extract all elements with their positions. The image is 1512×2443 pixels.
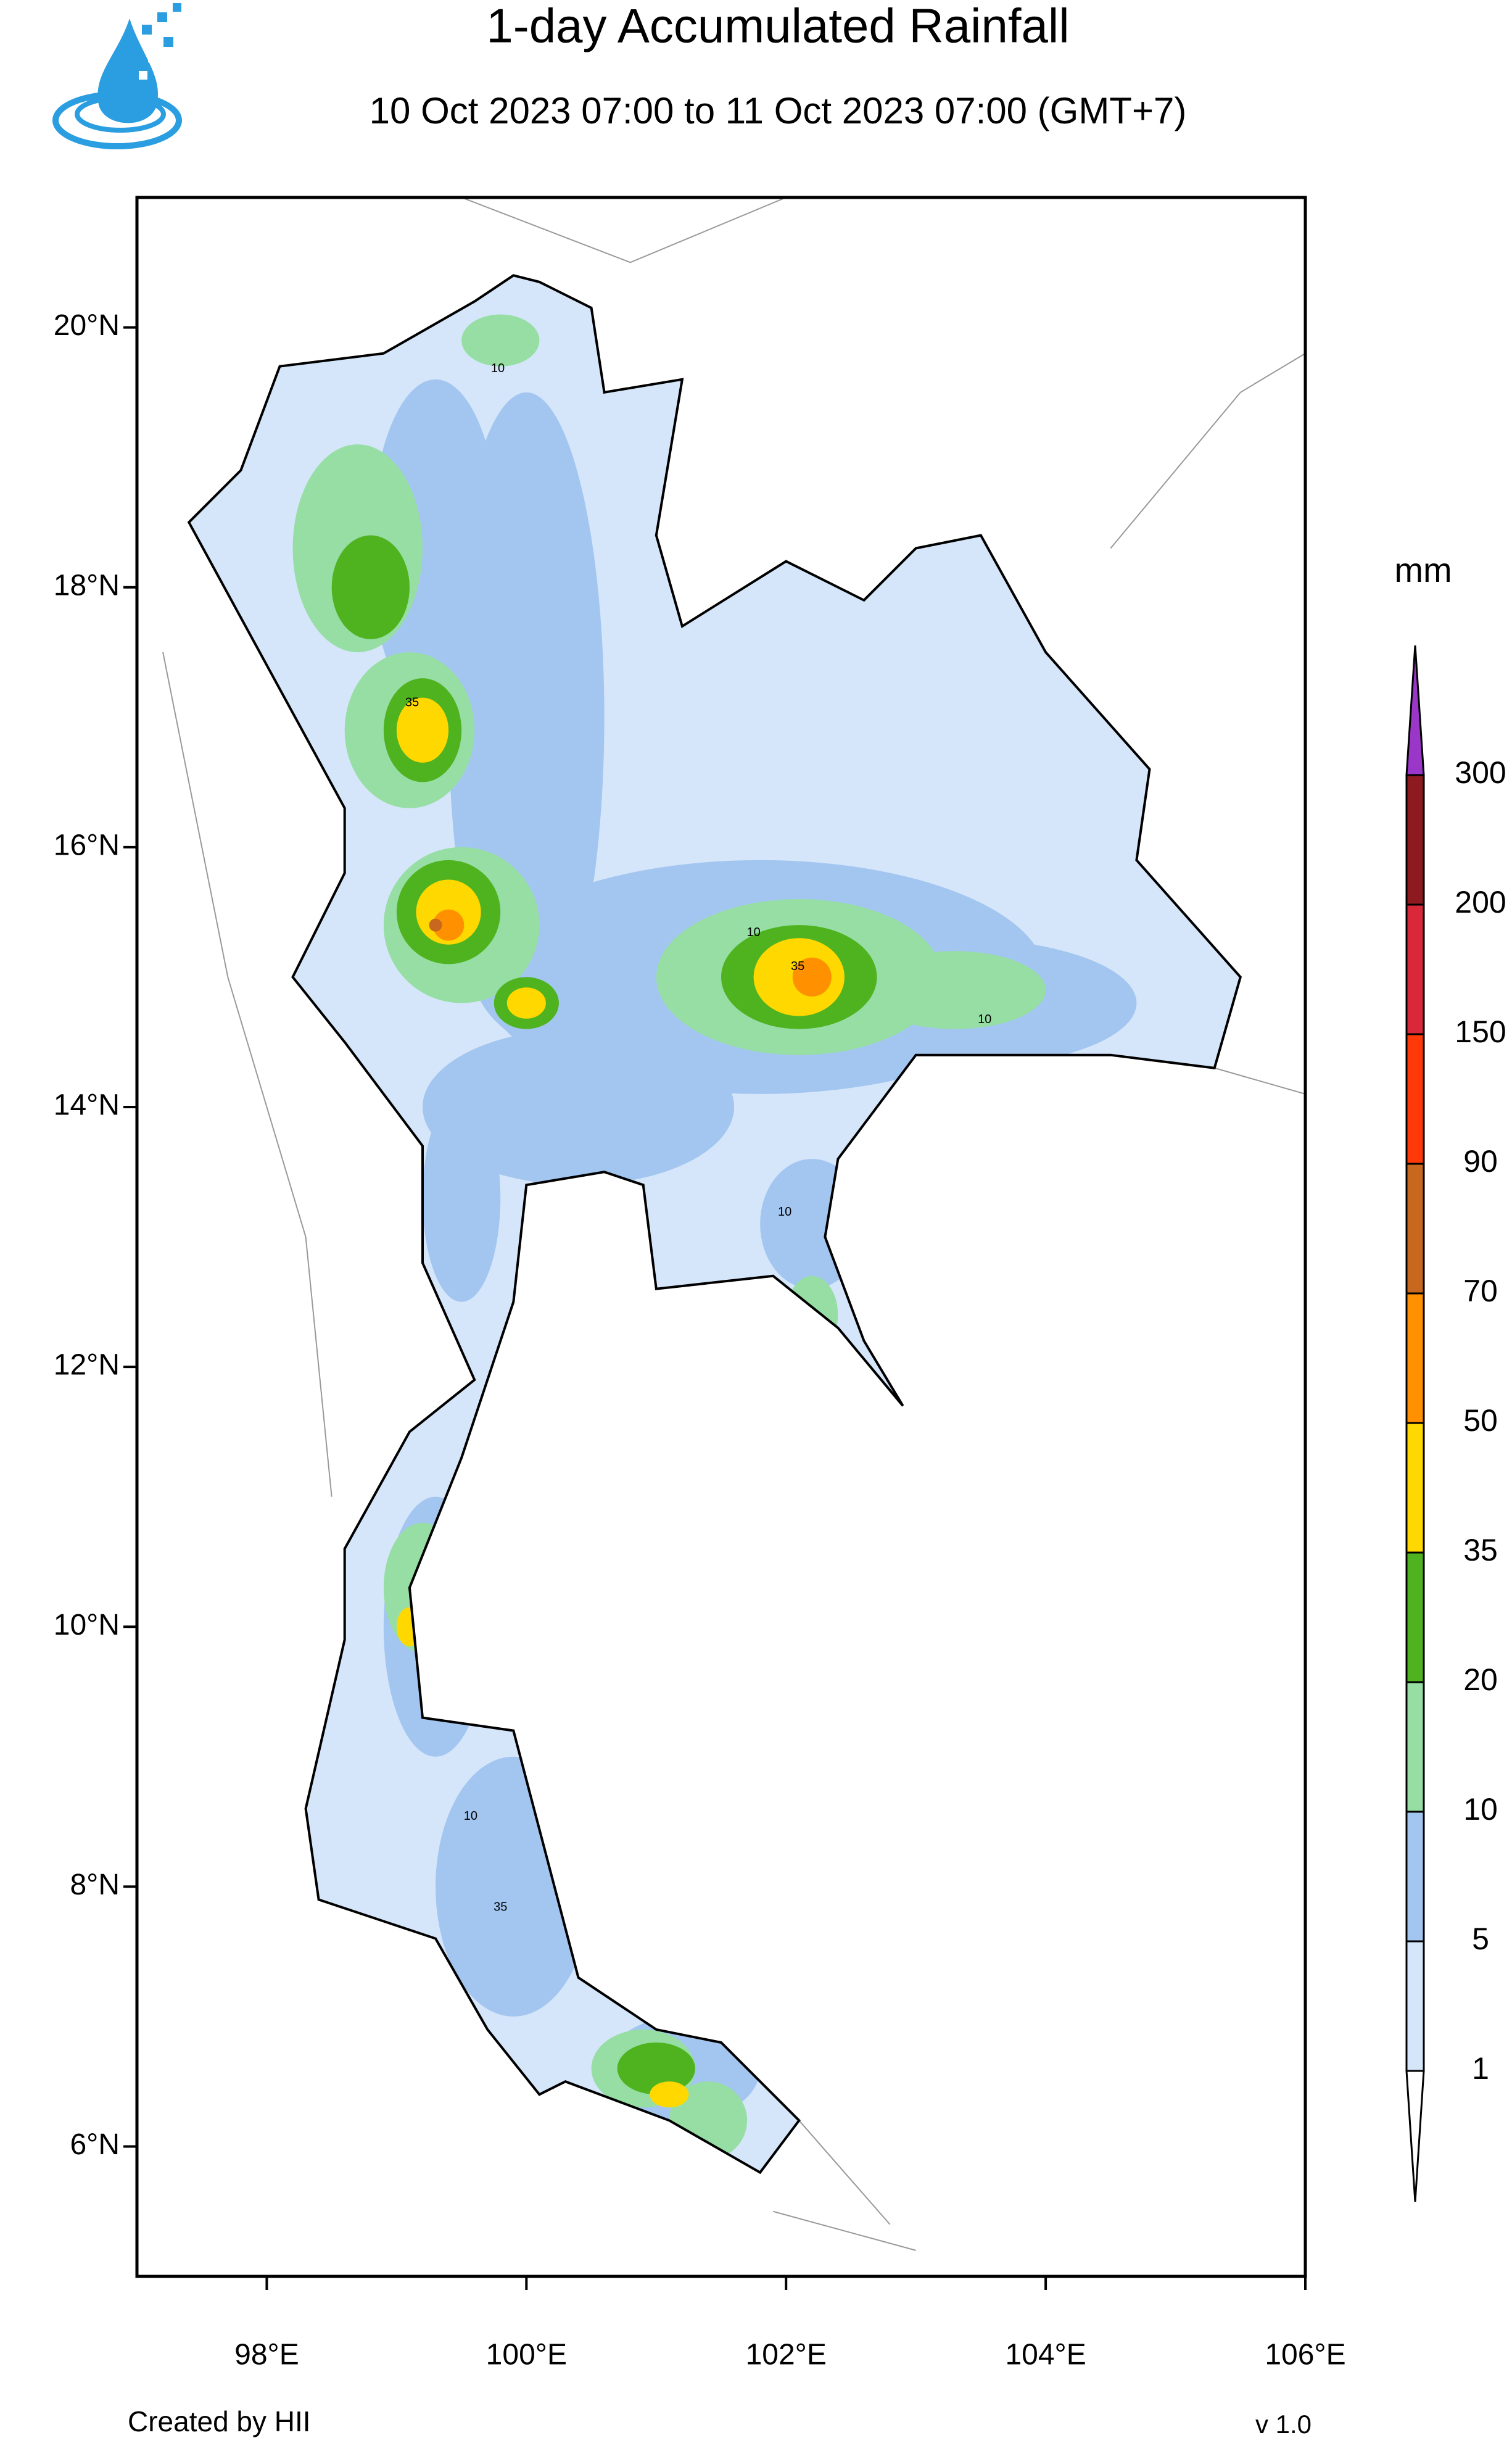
subtitle: 10 Oct 2023 07:00 to 11 Oct 2023 07:00 (… — [370, 90, 1187, 131]
rain-area — [864, 951, 1046, 1029]
rain-area — [396, 1607, 423, 1646]
x-tick-label: 98°E — [234, 2339, 299, 2371]
colorbar-box — [1405, 774, 1425, 906]
neighbor-border — [461, 197, 787, 263]
y-tick-label: 6°N — [70, 2128, 120, 2161]
logo — [52, 3, 182, 149]
contour-label: 10 — [778, 1205, 791, 1219]
colorbar-label: 300 — [1455, 755, 1506, 790]
x-tick-label: 104°E — [1005, 2339, 1086, 2371]
y-tick-label: 8°N — [70, 1869, 120, 1901]
y-tick-label: 12°N — [54, 1349, 120, 1382]
rain-area — [422, 1029, 735, 1185]
contour-label: 10 — [978, 1013, 991, 1026]
rain-area — [650, 2081, 689, 2108]
credit: Created by HII — [128, 2405, 311, 2437]
colorbar-box — [1405, 1033, 1425, 1165]
colorbar-label: 50 — [1463, 1403, 1498, 1438]
rain-area — [422, 1093, 501, 1302]
colorbar-label: 35 — [1463, 1533, 1498, 1567]
contour-label: 35 — [494, 1900, 507, 1914]
rain-area — [617, 2042, 695, 2095]
x-tick-label: 100°E — [486, 2339, 567, 2371]
rain-area — [792, 957, 832, 997]
colorbar-label: 70 — [1463, 1274, 1498, 1308]
colorbar-box — [1405, 903, 1425, 1035]
colorbar-label: 10 — [1463, 1792, 1498, 1827]
colorbar-label: 150 — [1455, 1014, 1506, 1049]
rain-area — [432, 909, 465, 941]
colorbar-box — [1405, 1681, 1425, 1813]
colorbar-label: 200 — [1455, 885, 1506, 919]
rain-area — [786, 1275, 838, 1354]
rain-area — [760, 1159, 864, 1289]
colorbar-box — [1405, 1551, 1425, 1683]
rain-area — [506, 987, 546, 1019]
contour-label: 35 — [791, 960, 804, 973]
version: v 1.0 — [1255, 2410, 1312, 2439]
neighbor-border — [1110, 352, 1305, 549]
title: 1-day Accumulated Rainfall — [486, 0, 1069, 53]
x-tick-label: 102°E — [746, 2339, 827, 2371]
y-tick-label: 10°N — [54, 1609, 120, 1641]
colorbar-box — [1405, 1810, 1425, 1943]
y-tick-label: 16°N — [54, 829, 120, 861]
rain-area — [396, 697, 449, 763]
neighbor-border — [1214, 1067, 1305, 1095]
colorbar-label: 1 — [1472, 2051, 1489, 2086]
borders — [162, 197, 1305, 2251]
rain-area — [383, 1522, 462, 1653]
map-frame — [135, 196, 1307, 2278]
colorbar-box — [1405, 1422, 1425, 1554]
contour-label: 10 — [464, 1809, 477, 1823]
y-tick-label: 14°N — [54, 1089, 120, 1122]
y-tick-label: 18°N — [54, 569, 120, 602]
colorbar-high — [1405, 645, 1425, 776]
rain-area — [331, 535, 410, 639]
colorbar-low — [1405, 2070, 1425, 2202]
colorbar-box — [1405, 1940, 1425, 2072]
colorbar-label: 20 — [1463, 1662, 1498, 1697]
colorbar-box — [1405, 1292, 1425, 1424]
colorbar-label: 90 — [1463, 1144, 1498, 1179]
rain-area — [461, 314, 540, 367]
colorbar-box — [1405, 1163, 1425, 1295]
contour-label: 10 — [746, 926, 760, 939]
neighbor-border — [772, 2210, 916, 2251]
contour-label: 10 — [491, 362, 505, 375]
x-tick-label: 106°E — [1265, 2339, 1345, 2371]
neighbor-border — [162, 652, 333, 1497]
y-tick-label: 20°N — [54, 309, 120, 342]
colorbar-unit: mm — [1394, 550, 1452, 589]
colorbar-label: 5 — [1472, 1922, 1489, 1956]
rain-area — [429, 918, 442, 932]
rain-field — [189, 275, 1241, 2173]
thailand-border — [187, 274, 1242, 2175]
contour-label: 35 — [405, 695, 419, 709]
neighbor-border — [798, 2120, 891, 2225]
